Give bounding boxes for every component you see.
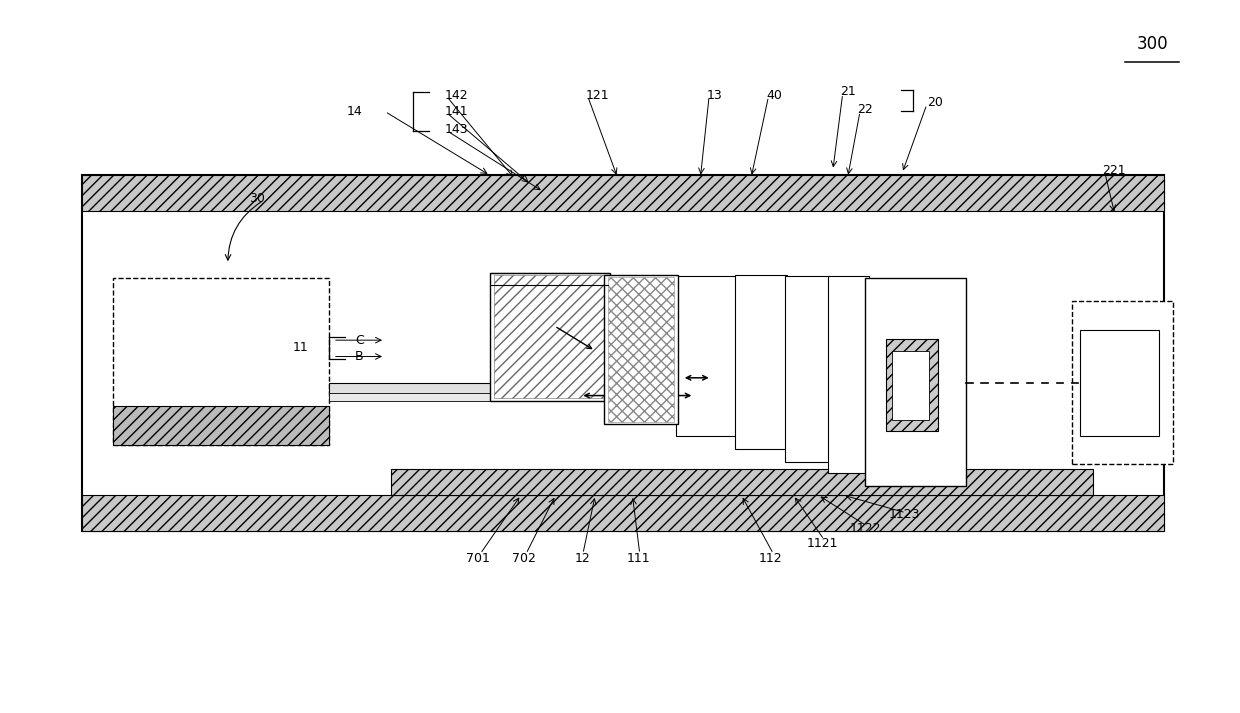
Text: 12: 12 xyxy=(575,553,590,565)
Bar xyxy=(494,275,606,399)
Text: 142: 142 xyxy=(444,88,467,102)
Text: 1123: 1123 xyxy=(889,508,920,520)
Bar xyxy=(785,275,831,461)
Text: 1121: 1121 xyxy=(807,537,838,550)
Bar xyxy=(330,383,512,394)
Bar xyxy=(490,272,610,401)
Text: 701: 701 xyxy=(466,553,490,565)
Bar xyxy=(676,276,738,436)
Bar xyxy=(113,406,330,446)
Text: 20: 20 xyxy=(926,96,942,109)
Text: 702: 702 xyxy=(512,553,536,565)
Text: 21: 21 xyxy=(841,85,856,98)
Text: C: C xyxy=(355,334,365,347)
Bar xyxy=(82,495,1164,530)
Text: 143: 143 xyxy=(444,123,467,135)
Bar xyxy=(887,339,937,431)
Text: 13: 13 xyxy=(707,88,723,102)
Text: 112: 112 xyxy=(759,553,782,565)
Bar xyxy=(1071,301,1173,464)
Text: 221: 221 xyxy=(1102,164,1126,177)
Bar xyxy=(82,175,1164,211)
Text: 1122: 1122 xyxy=(849,522,880,535)
Text: 300: 300 xyxy=(1136,35,1168,53)
Text: 14: 14 xyxy=(347,105,362,118)
Bar xyxy=(828,275,869,473)
Bar xyxy=(735,275,787,448)
Text: 111: 111 xyxy=(626,553,650,565)
Text: 22: 22 xyxy=(858,103,873,116)
Text: 141: 141 xyxy=(444,105,467,118)
Bar xyxy=(1080,329,1159,436)
Bar xyxy=(82,175,1164,530)
Bar xyxy=(330,394,512,401)
Bar xyxy=(608,277,675,422)
Text: 11: 11 xyxy=(293,342,309,354)
Text: 40: 40 xyxy=(766,88,782,102)
Bar xyxy=(113,278,330,446)
Text: 30: 30 xyxy=(249,193,264,205)
Text: B: B xyxy=(355,350,363,363)
Text: 121: 121 xyxy=(585,88,609,102)
Bar xyxy=(893,351,929,421)
Bar xyxy=(866,278,966,486)
Bar xyxy=(604,275,678,424)
Bar xyxy=(391,469,1092,495)
